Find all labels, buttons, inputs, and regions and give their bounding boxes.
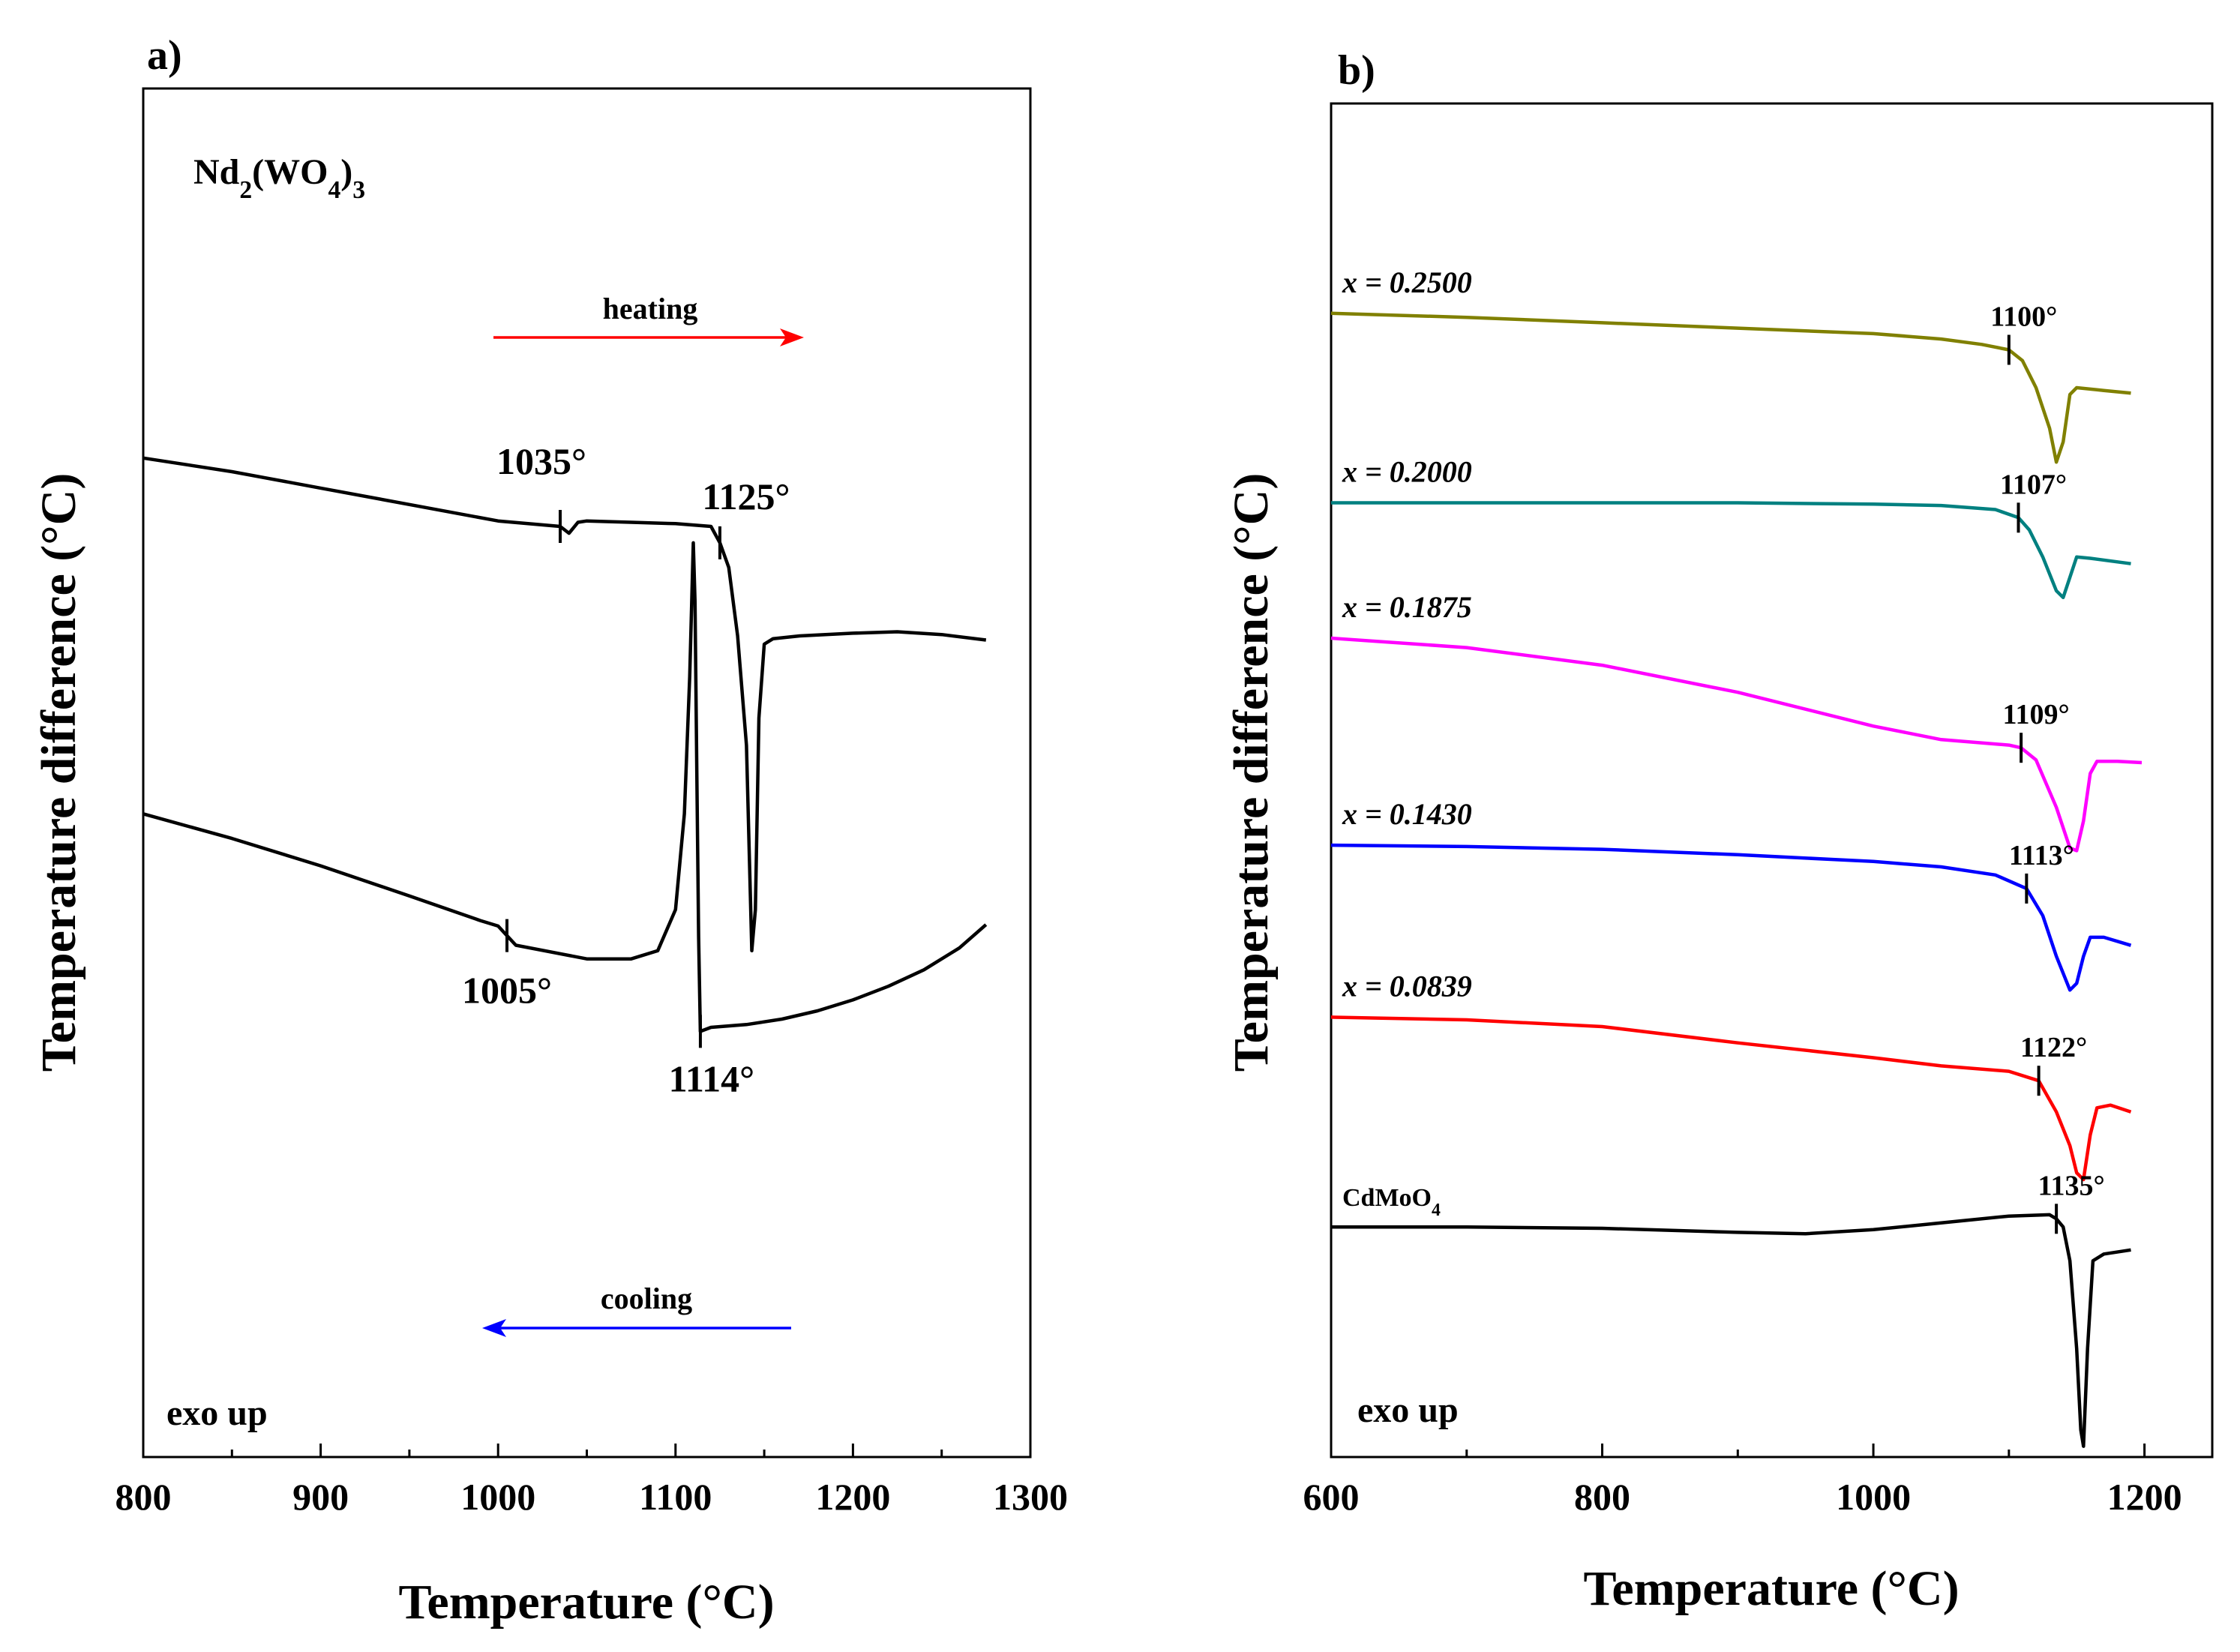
panel-a-onset-markers: 1035° 1125° 1005° 1114° <box>462 440 790 1099</box>
panel-b-x-axis-title: Temperature (°C) <box>1583 1561 1959 1616</box>
x-tick-label: 900 <box>292 1476 349 1518</box>
onset-label-1005: 1005° <box>462 970 552 1012</box>
heating-arrow-head <box>780 328 804 346</box>
panel-a-label: a) <box>147 32 182 79</box>
curve-heating <box>142 456 987 953</box>
x-tick-label: 1000 <box>460 1476 535 1518</box>
x-tick-label: 800 <box>115 1476 172 1518</box>
cooling-label: cooling <box>601 1282 692 1315</box>
onset-label-1125: 1125° <box>702 475 790 517</box>
panel-b-onset-markers: 1100° 1107° 1109° 1113° 1122° 1135° <box>1990 301 2105 1234</box>
panel-a-plot-frame <box>142 87 1032 1459</box>
x-tick-label: 1200 <box>2107 1476 2182 1518</box>
curve-x-0-1430 <box>1330 843 2132 992</box>
panel-a-x-ticks: 800 900 1000 1100 1200 1300 <box>115 1444 1068 1518</box>
curve-x-0-2000 <box>1331 501 2131 600</box>
series-name-x-0-2000: x = 0.2000 <box>1342 454 1472 488</box>
x-tick-label: 600 <box>1303 1476 1360 1518</box>
x-tick-label: 1200 <box>815 1476 890 1518</box>
panel-a-y-axis-title: Temperature difference (°C) <box>31 473 86 1072</box>
onset-label-x-0-1875: 1109° <box>2003 699 2070 730</box>
x-tick-label: 1000 <box>1836 1476 1911 1518</box>
curve-x-0-2500 <box>1330 311 2131 464</box>
panel-b-x-ticks: 600 800 1000 1200 <box>1303 1444 2182 1518</box>
curve-cooling <box>142 541 988 1033</box>
x-tick-label: 1300 <box>993 1476 1068 1518</box>
onset-label-x-0-2000: 1107° <box>2000 469 2067 500</box>
panel-a-x-axis-title: Temperature (°C) <box>398 1575 774 1630</box>
heating-label: heating <box>603 292 698 325</box>
x-tick-label: 800 <box>1574 1476 1630 1518</box>
sample-label-text: Nd2(WO4)3 <box>193 152 365 204</box>
onset-label-cdmoo4: 1135° <box>2038 1170 2105 1201</box>
onset-label-1114: 1114° <box>669 1057 754 1099</box>
series-name-cdmoo4: CdMoO4 <box>1342 1184 1441 1220</box>
panel-a-exo-label: exo up <box>166 1393 268 1433</box>
panel-b-plot-frame <box>1330 102 2214 1459</box>
panel-b: b) 600 800 1000 1200 1100°1107°1109°1113°11… <box>1224 47 2214 1616</box>
onset-label-x-0-2500: 1100° <box>1990 301 2057 333</box>
panel-b-label: b) <box>1338 47 1375 94</box>
onset-label-1035: 1035° <box>496 440 586 482</box>
onset-label-x-0-1430: 1113° <box>2009 840 2074 871</box>
x-tick-label: 1100 <box>639 1476 712 1518</box>
series-name-x-0-1875: x = 0.1875 <box>1342 590 1472 624</box>
series-name-x-0-0839: x = 0.0839 <box>1342 969 1472 1003</box>
panel-b-curves <box>1330 311 2143 1448</box>
onset-label-x-0-0839: 1122° <box>2020 1032 2087 1063</box>
panel-b-series-names: x = 0.2500 x = 0.2000 x = 0.1875 x = 0.1430… <box>1342 265 1472 1220</box>
panel-a: a) 800 900 1000 1100 1200 1300 1035° 1125° 1005… <box>31 32 1068 1630</box>
panel-a-curves <box>142 456 988 1033</box>
cooling-arrow-head <box>482 1319 506 1337</box>
curve-x-0-1875 <box>1330 636 2143 853</box>
series-name-x-0-1430: x = 0.1430 <box>1342 797 1472 831</box>
panel-b-exo-label: exo up <box>1357 1390 1459 1430</box>
curve-x-0-0839 <box>1330 1015 2132 1182</box>
panel-b-y-axis-title: Temperature difference (°C) <box>1224 473 1279 1072</box>
panel-a-sample-label: Nd2(WO4)3 <box>193 152 365 204</box>
series-name-x-0-2500: x = 0.2500 <box>1342 265 1472 299</box>
